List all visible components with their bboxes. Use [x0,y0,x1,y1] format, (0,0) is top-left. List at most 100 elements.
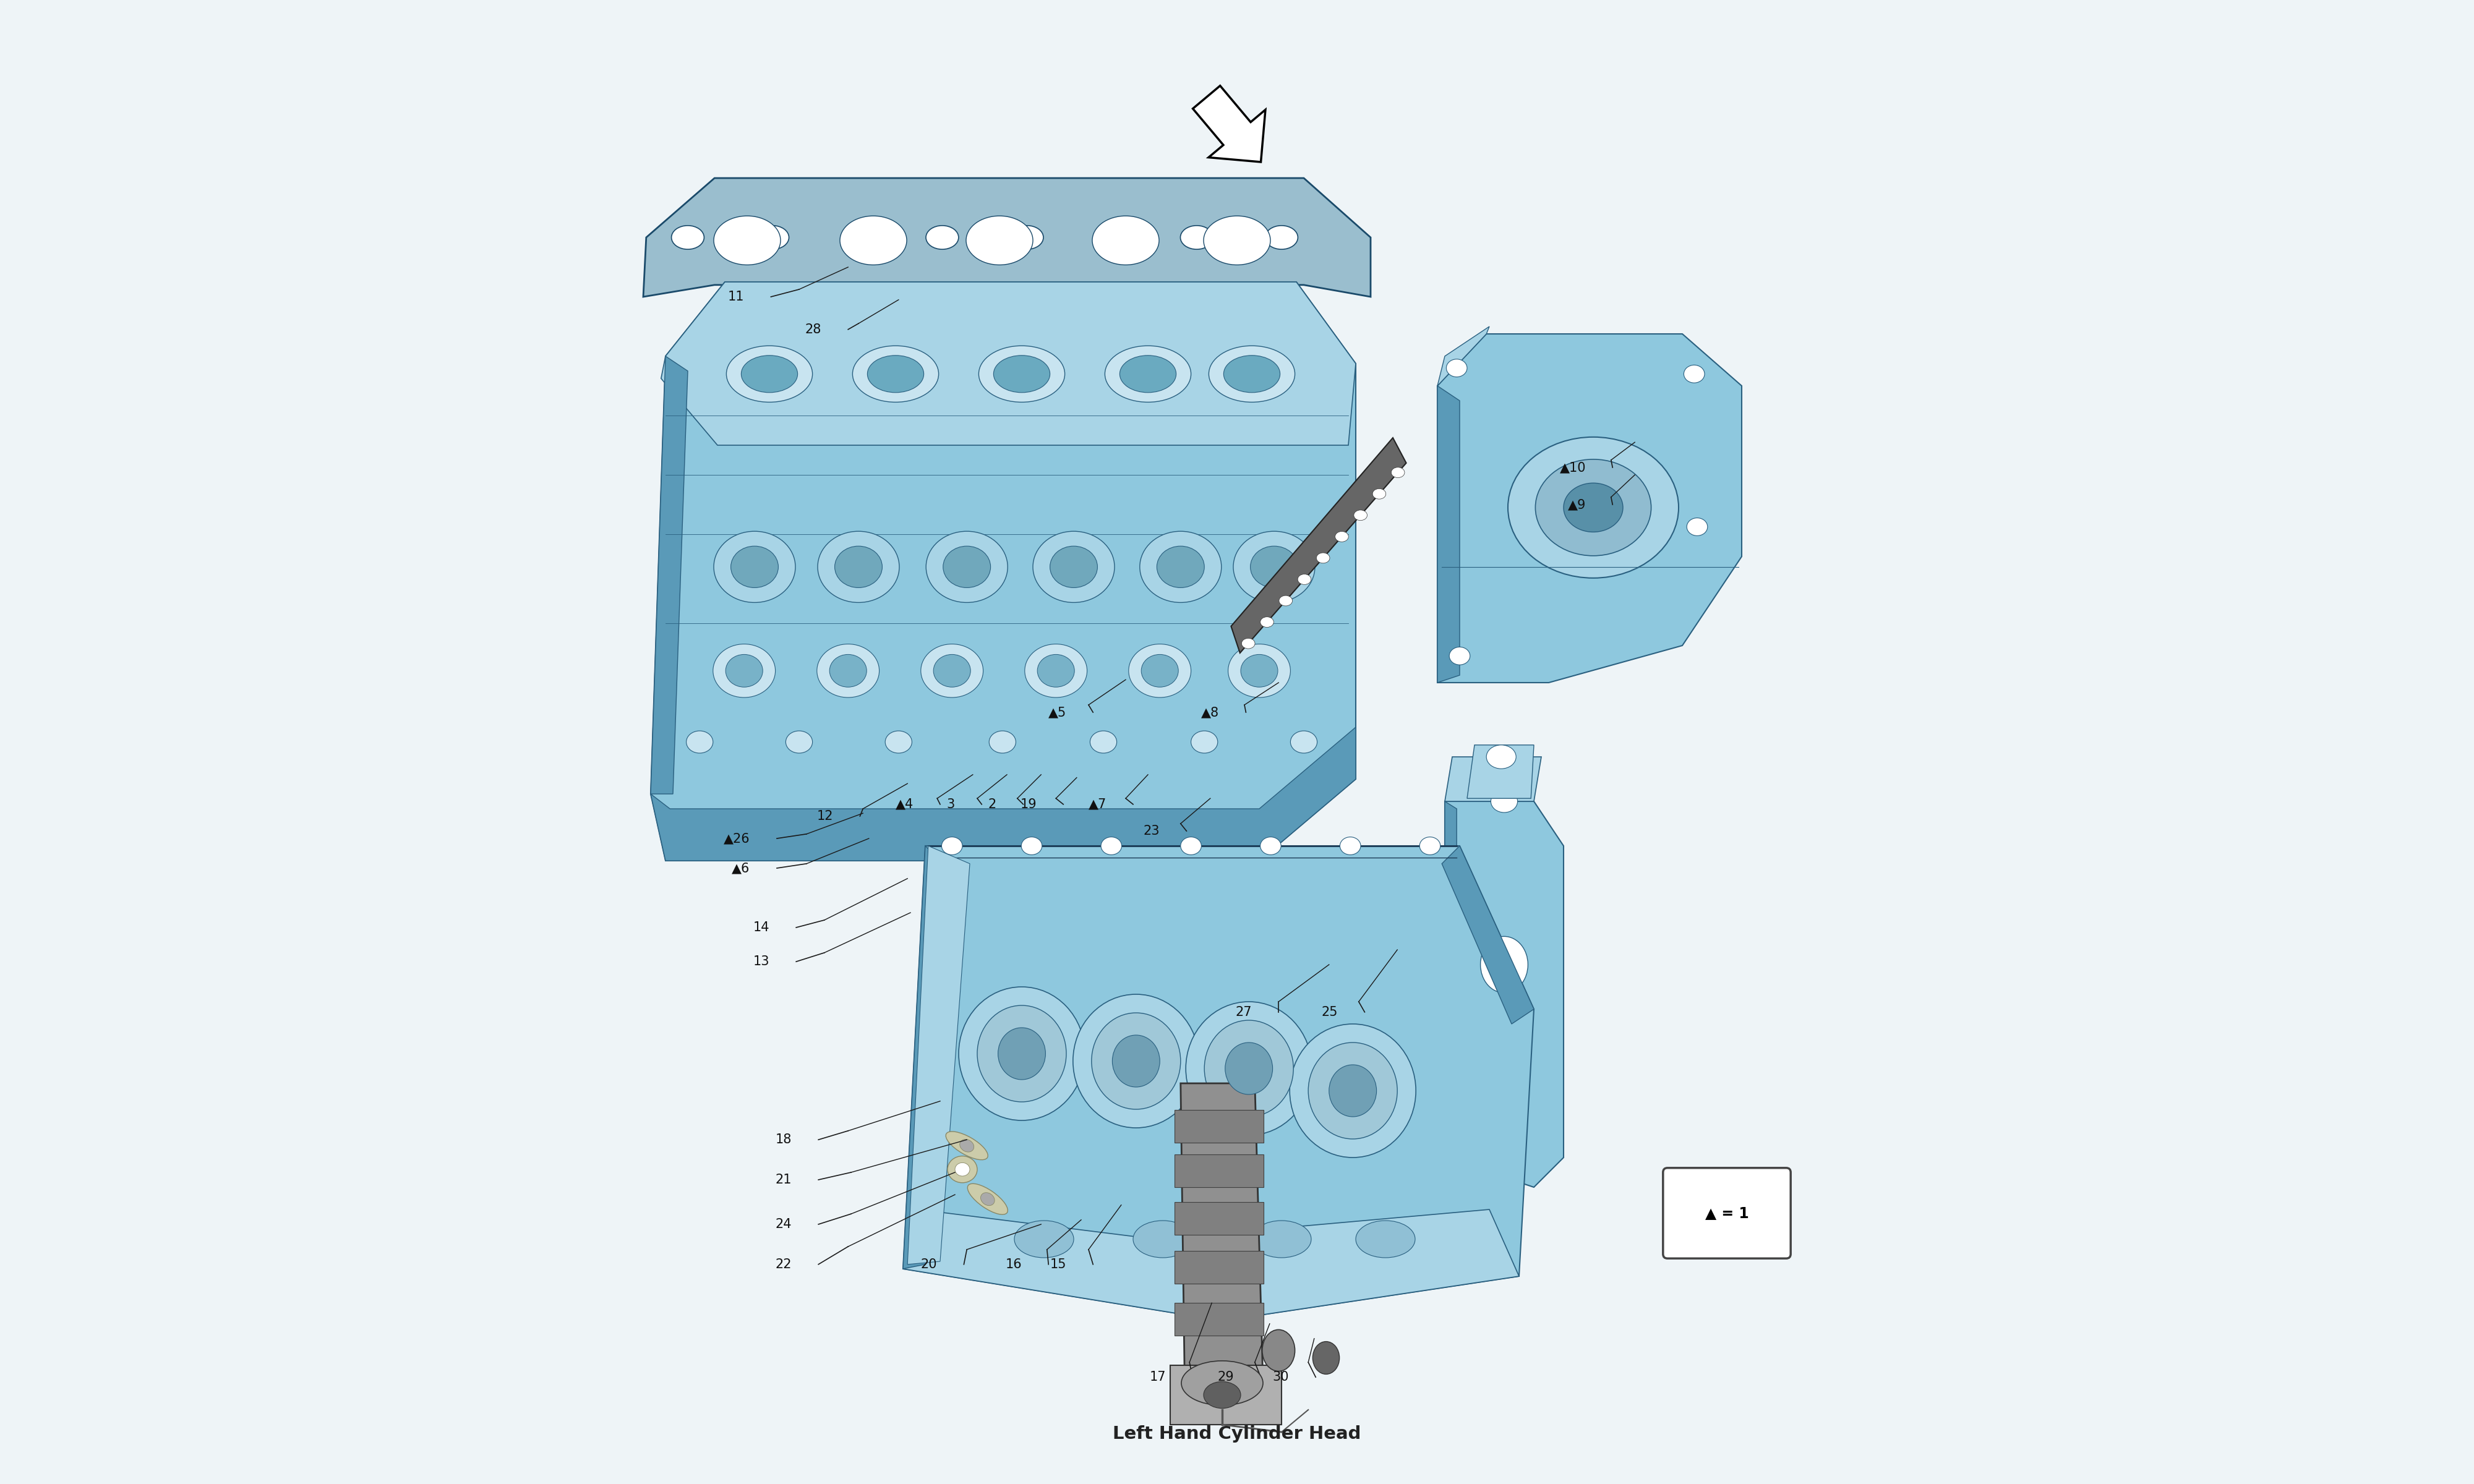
Ellipse shape [1492,789,1517,813]
Ellipse shape [1356,1220,1415,1258]
Ellipse shape [1447,359,1467,377]
Ellipse shape [1225,1042,1272,1095]
Text: 11: 11 [727,291,745,303]
Polygon shape [1445,801,1564,1187]
Ellipse shape [1336,531,1348,542]
Ellipse shape [1128,644,1190,697]
Polygon shape [1445,801,1457,1158]
Text: 17: 17 [1150,1371,1165,1383]
Ellipse shape [1299,574,1311,585]
Ellipse shape [670,226,705,249]
Ellipse shape [945,1131,987,1160]
Polygon shape [1175,1202,1264,1235]
Ellipse shape [1101,837,1121,855]
Ellipse shape [1509,436,1677,577]
Polygon shape [1442,846,1534,1024]
Text: 13: 13 [752,956,769,968]
Ellipse shape [1227,644,1291,697]
Text: 14: 14 [752,922,769,933]
Ellipse shape [980,346,1064,402]
Polygon shape [651,356,688,794]
Ellipse shape [1373,488,1385,499]
Ellipse shape [1329,1066,1376,1116]
Ellipse shape [1479,936,1529,993]
Ellipse shape [886,730,913,752]
Text: 2: 2 [987,798,997,810]
Ellipse shape [1106,346,1190,402]
Ellipse shape [787,730,811,752]
Polygon shape [903,846,948,1269]
Polygon shape [1175,1251,1264,1284]
Ellipse shape [1259,617,1274,628]
Text: Left Hand Cylinder Head: Left Hand Cylinder Head [1113,1425,1361,1442]
Ellipse shape [1353,510,1368,521]
Ellipse shape [1074,994,1200,1128]
Ellipse shape [816,531,901,603]
Ellipse shape [997,1027,1047,1080]
Text: 12: 12 [816,810,834,822]
Text: ▲9: ▲9 [1569,499,1586,510]
Polygon shape [1232,438,1405,653]
Text: 28: 28 [804,324,821,335]
Ellipse shape [685,730,713,752]
Ellipse shape [925,226,957,249]
Polygon shape [1445,757,1541,801]
Text: 30: 30 [1272,1371,1289,1383]
Ellipse shape [943,837,962,855]
Ellipse shape [1564,484,1623,531]
Ellipse shape [854,346,938,402]
Ellipse shape [960,987,1084,1120]
Ellipse shape [1687,518,1707,536]
Ellipse shape [1390,467,1405,478]
Text: 18: 18 [774,1134,792,1146]
Polygon shape [1192,86,1264,162]
Ellipse shape [1180,226,1212,249]
Ellipse shape [1316,552,1331,564]
Text: ▲4: ▲4 [896,798,913,810]
Polygon shape [651,282,1356,861]
Text: 24: 24 [774,1218,792,1230]
FancyBboxPatch shape [1663,1168,1791,1258]
Text: ▲ = 1: ▲ = 1 [1705,1205,1749,1220]
Ellipse shape [816,644,878,697]
Polygon shape [1170,1365,1282,1425]
Ellipse shape [1309,1042,1398,1140]
Text: 21: 21 [774,1174,792,1186]
Polygon shape [651,727,1356,861]
Ellipse shape [1133,1220,1192,1258]
Ellipse shape [1232,531,1316,603]
Ellipse shape [713,644,774,697]
Ellipse shape [713,217,782,264]
Text: ▲26: ▲26 [725,833,750,844]
Ellipse shape [1205,1021,1294,1116]
Ellipse shape [841,226,873,249]
Ellipse shape [730,546,779,588]
Polygon shape [903,1209,1519,1321]
Ellipse shape [841,217,905,264]
Ellipse shape [1049,546,1098,588]
Ellipse shape [1262,1330,1294,1371]
Ellipse shape [757,226,789,249]
Ellipse shape [1202,1382,1242,1408]
Text: 20: 20 [920,1258,938,1270]
Ellipse shape [1225,355,1279,392]
Ellipse shape [933,654,970,687]
Ellipse shape [1202,217,1272,264]
Ellipse shape [1180,837,1202,855]
Ellipse shape [1096,226,1128,249]
Ellipse shape [1341,837,1361,855]
Ellipse shape [955,1163,970,1175]
Ellipse shape [1264,226,1299,249]
Ellipse shape [1158,546,1205,588]
Text: 27: 27 [1235,1006,1252,1018]
Ellipse shape [1121,355,1175,392]
Ellipse shape [1259,837,1282,855]
Ellipse shape [1450,647,1470,665]
Ellipse shape [948,1156,977,1183]
Ellipse shape [713,531,797,603]
Polygon shape [661,282,1356,445]
Ellipse shape [920,644,982,697]
Text: ▲10: ▲10 [1559,462,1586,473]
Ellipse shape [1249,546,1299,588]
Ellipse shape [1420,837,1440,855]
